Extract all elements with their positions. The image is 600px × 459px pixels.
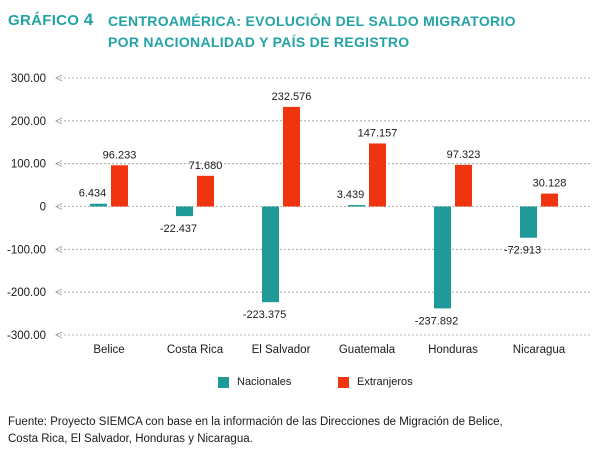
data-label: 6.434 [79,188,107,200]
y-tick-label: 300.00 [11,73,46,85]
data-label: -237.892 [415,315,458,327]
y-tick-label: -300.00 [7,330,46,342]
data-label: 232.576 [272,91,312,103]
x-tick-label: Guatemala [339,344,396,356]
data-label: 3.439 [337,189,365,201]
bar-extranjeros-honduras [455,164,472,207]
y-tick-label: 100.00 [11,159,46,171]
bar-nacionales-el-salvador [262,206,279,303]
bar-extranjeros-costa-rica [197,175,214,207]
data-label: 147.157 [358,127,398,139]
chart-title-line2: POR NACIONALIDAD Y PAÍS DE REGISTRO [108,34,410,50]
bar-extranjeros-el-salvador [283,106,300,207]
x-tick-label: Honduras [428,344,478,356]
y-tick-label: -100.00 [7,244,46,256]
source-line2: Costa Rica, El Salvador, Honduras y Nica… [8,433,253,445]
legend-swatch-nacionales [218,376,229,388]
bar-extranjeros-nicaragua [541,193,558,207]
data-label: -22.437 [160,223,197,235]
chart-legend: Nacionales Extranjeros [200,376,460,392]
bar-nacionales-costa-rica [176,206,193,217]
x-tick-label: Belice [93,344,124,356]
data-label: 97.323 [447,149,481,161]
bar-extranjeros-belice [111,165,128,207]
gridline-arrow [55,331,63,339]
bar-extranjeros-guatemala [369,143,386,207]
chart-title-line1: CENTROAMÉRICA: EVOLUCIÓN DEL SALDO MIGRA… [108,13,516,29]
chart-title: CENTROAMÉRICA: EVOLUCIÓN DEL SALDO MIGRA… [108,11,548,53]
y-tick-label: 200.00 [11,116,46,128]
bar-nacionales-guatemala [348,205,365,207]
source-note: Fuente: Proyecto SIEMCA con base en la i… [8,414,593,448]
gridline-arrow [55,288,63,296]
bar-nacionales-belice [90,203,107,207]
source-line1: Fuente: Proyecto SIEMCA con base en la i… [8,416,503,428]
gridline-arrow [55,74,63,82]
bar-nacionales-nicaragua [520,206,537,238]
bar-chart: 300.00 200.00 100.00 0 -100.00 -200.00 -300.00… [7,73,592,356]
x-tick-label: Costa Rica [167,344,224,356]
legend-label-extranjeros: Extranjeros [357,376,413,388]
data-label: 96.233 [103,149,137,161]
gridline-arrow [55,117,63,125]
legend-item-nacionales: Nacionales [218,376,291,388]
y-tick-label: 0 [40,202,46,214]
y-tick-label: -200.00 [7,287,46,299]
bar-nacionales-honduras [434,206,451,309]
grafico-number: 4 [83,10,94,29]
x-tick-label: Nicaragua [513,344,566,356]
legend-label-nacionales: Nacionales [237,376,292,388]
chart-header: GRÁFICO 4 CENTROAMÉRICA: EVOLUCIÓN DEL S… [8,10,598,58]
grafico-word: GRÁFICO [8,12,80,29]
data-label: -223.375 [243,309,286,321]
gridline-arrow [55,160,63,168]
gridline-arrow [55,203,63,210]
data-label: 71.680 [189,160,223,172]
gridline-arrow [55,245,63,253]
x-tick-label: El Salvador [252,344,311,356]
data-label: -72.913 [504,245,541,257]
legend-item-extranjeros: Extranjeros [338,376,413,388]
legend-swatch-extranjeros [338,376,349,388]
data-label: 30.128 [533,178,567,190]
grafico-label: GRÁFICO 4 [8,10,94,30]
